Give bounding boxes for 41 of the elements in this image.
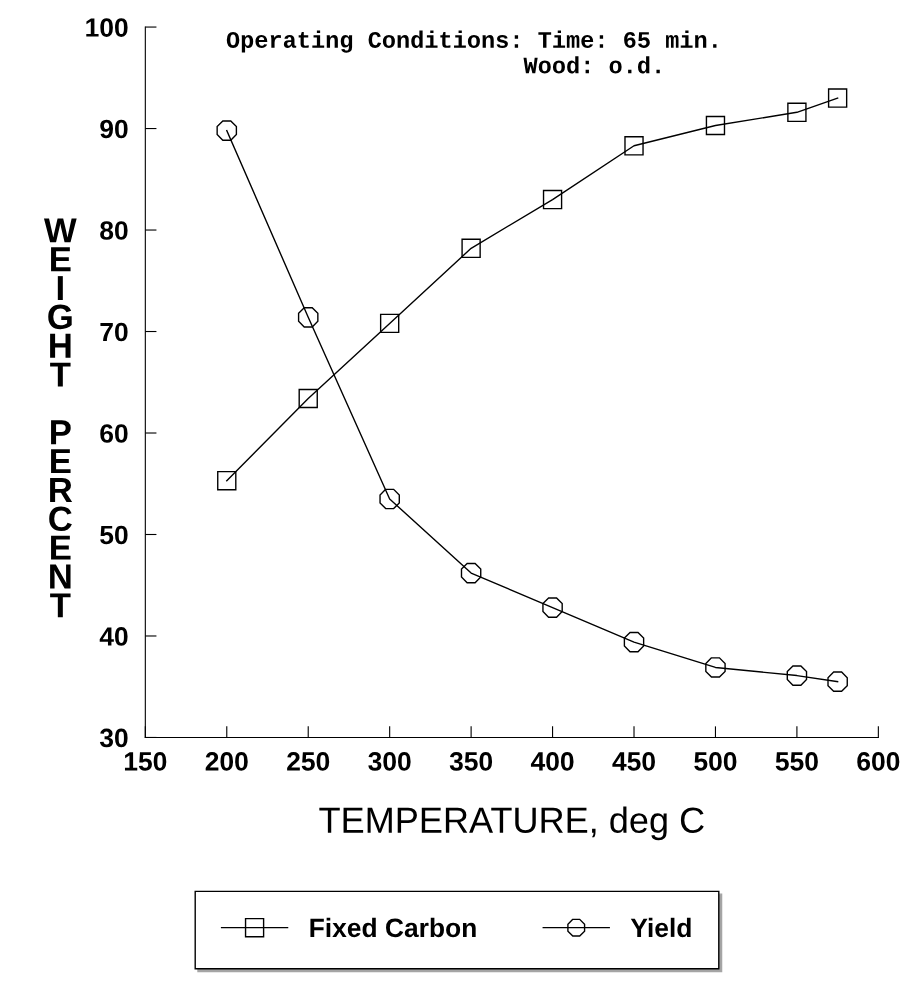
x-tick-label: 300 <box>368 752 411 771</box>
y-tick-label: 50 <box>100 525 128 545</box>
point <box>379 488 400 510</box>
point <box>297 306 319 328</box>
point <box>461 238 481 259</box>
x-tick-label: 450 <box>612 752 655 771</box>
point <box>705 115 726 136</box>
point <box>542 597 563 618</box>
x-axis-title: TEMPERATURE, deg C <box>319 806 704 841</box>
point <box>216 120 238 141</box>
point <box>623 631 645 653</box>
point <box>217 470 237 491</box>
y-tick-label: 40 <box>99 627 128 646</box>
text: WEIGHT PERCENT <box>43 218 77 618</box>
point <box>827 88 848 108</box>
point <box>786 665 808 686</box>
y-tick-label: 100 <box>86 18 128 37</box>
x-tick-label: 600 <box>857 752 900 771</box>
x-tick-label: 400 <box>530 752 574 771</box>
y-tick-label: 60 <box>100 424 128 443</box>
y-tick-label: 70 <box>100 322 128 342</box>
legend-label: Yield <box>630 917 691 938</box>
point <box>705 657 726 678</box>
point <box>298 388 318 409</box>
x-tick-label: 500 <box>694 752 737 771</box>
point <box>827 671 848 692</box>
y-tick-label: 90 <box>100 119 128 139</box>
legend-label: Fixed Carbon <box>310 917 476 938</box>
point <box>624 136 644 156</box>
y-tick-label: 30 <box>99 728 128 748</box>
point <box>379 313 400 334</box>
point <box>787 102 807 123</box>
point <box>542 189 563 210</box>
x-tick-label: 250 <box>287 752 330 771</box>
x-tick-label: 350 <box>449 752 493 771</box>
annotation: Operating Conditions: Time: 65 min. Wood: o.d. <box>226 30 717 74</box>
point <box>460 562 482 584</box>
y-tick-label: 80 <box>100 221 128 240</box>
x-tick-label: 200 <box>205 752 248 771</box>
x-tick-label: 550 <box>775 752 818 771</box>
x-tick-label: 150 <box>124 752 167 771</box>
